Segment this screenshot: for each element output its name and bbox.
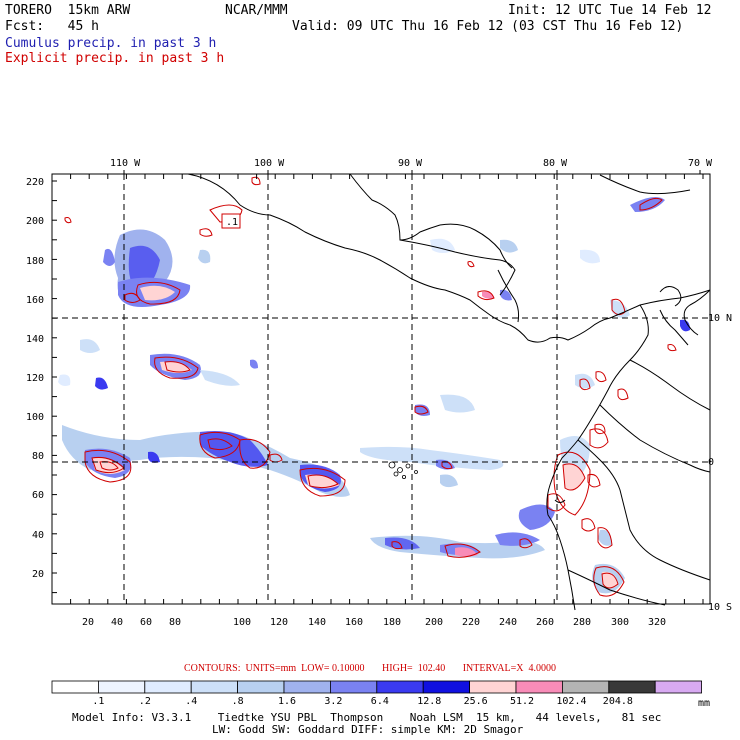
legend-label: .8 [232,696,244,707]
legend-swatch [469,680,517,694]
x-tick-label: 240 [499,617,517,628]
legend-label: .2 [139,696,151,707]
x-tick-label: 120 [270,617,288,628]
lon-label-110w: 110 W [110,158,141,169]
lat-label-0: 0 [708,457,714,468]
x-tick-label: 200 [425,617,443,628]
lon-label-90w: 90 W [398,158,423,169]
x-tick-labels: 20 40 60 80 100 120 140 160 180 200 220 … [82,617,666,628]
y-tick-label: 80 [32,451,44,462]
contours-info: CONTOURS: UNITS=mm LOW= 0.10000 HIGH= 10… [184,663,556,674]
y-tick-label: 180 [26,256,44,267]
contour-label-box [221,213,241,229]
precip-color-legend: .1 .2 .4 .8 1.6 3.2 6.4 12.8 25.6 51.2 102.4 204.8 [51,680,703,707]
x-tick-label: 220 [462,617,480,628]
x-tick-label: 80 [169,617,181,628]
legend-swatch [654,680,703,694]
contour-label: .1 [226,217,238,228]
y-tick-label: 20 [32,569,44,580]
x-tick-label: 60 [140,617,152,628]
x-tick-label: 260 [536,617,554,628]
galapagos-islands [388,461,418,479]
x-tick-label: 40 [111,617,123,628]
x-tick-label: 180 [383,617,401,628]
x-tick-label: 160 [345,617,363,628]
x-tick-label: 280 [573,617,591,628]
explicit-precip-label: Explicit precip. in past 3 h [5,51,225,66]
legend-swatch [51,680,99,694]
lat-label-10s: 10 S [708,602,732,613]
legend-swatch [190,680,238,694]
y-tick-label: 200 [26,216,44,227]
legend-label: 204.8 [603,696,633,707]
init-time: Init: 12 UTC Tue 14 Feb 12 [508,3,712,18]
legend-swatch [237,680,285,694]
legend-label: 25.6 [464,696,488,707]
legend-label: 1.6 [278,696,296,707]
valid-time: Valid: 09 UTC Thu 16 Feb 12 (03 CST Thu … [292,19,684,34]
y-tick-label: 140 [26,334,44,345]
coastlines [187,173,711,611]
x-tick-label: 20 [82,617,94,628]
legend-label: 102.4 [556,696,586,707]
y-tick-label: 60 [32,490,44,501]
y-tick-label: 220 [26,177,44,188]
legend-label: 12.8 [417,696,441,707]
legend-swatch [562,680,610,694]
legend-label: 3.2 [324,696,342,707]
lon-label-70w: 70 W [688,158,713,169]
x-tick-label: 300 [611,617,629,628]
y-tick-label: 100 [26,412,44,423]
model-info-line2: LW: Godd SW: Goddard DIFF: simple KM: 2D… [212,723,524,736]
legend-label: 51.2 [510,696,534,707]
legend-unit: mm [698,698,710,709]
model-title: TORERO 15km ARW [5,3,131,18]
lon-label-80w: 80 W [543,158,568,169]
x-tick-label: 320 [648,617,666,628]
legend-label: .1 [92,696,104,707]
y-tick-label: 160 [26,295,44,306]
map-frame [51,173,711,605]
x-tick-label: 140 [308,617,326,628]
legend-swatch [283,680,331,694]
y-tick-labels: 220 200 180 160 140 120 100 80 60 40 20 [26,177,44,580]
y-tick-label: 40 [32,530,44,541]
legend-swatch [376,680,424,694]
legend-swatch [422,680,471,694]
organization-label: NCAR/MMM [225,3,288,18]
legend-label: 6.4 [371,696,389,707]
legend-swatch [329,680,378,694]
lon-label-100w: 100 W [254,158,285,169]
y-tick-label: 120 [26,373,44,384]
axis-ticks [51,170,704,604]
lat-lon-grid [52,174,710,604]
cumulus-precip-areas [58,196,690,594]
legend-swatch [144,680,192,694]
lat-label-10n: 10 N [708,313,732,324]
legend-swatch [515,680,563,694]
x-tick-label: 100 [233,617,251,628]
explicit-precip-contours [64,176,677,597]
cumulus-precip-label: Cumulus precip. in past 3 h [5,36,217,51]
legend-swatch [98,680,146,694]
legend-label: .4 [185,696,197,707]
forecast-hour: Fcst: 45 h [5,19,99,34]
model-info-line1: Model Info: V3.3.1 Tiedtke YSU PBL Thomp… [72,711,662,724]
legend-swatch [608,680,656,694]
